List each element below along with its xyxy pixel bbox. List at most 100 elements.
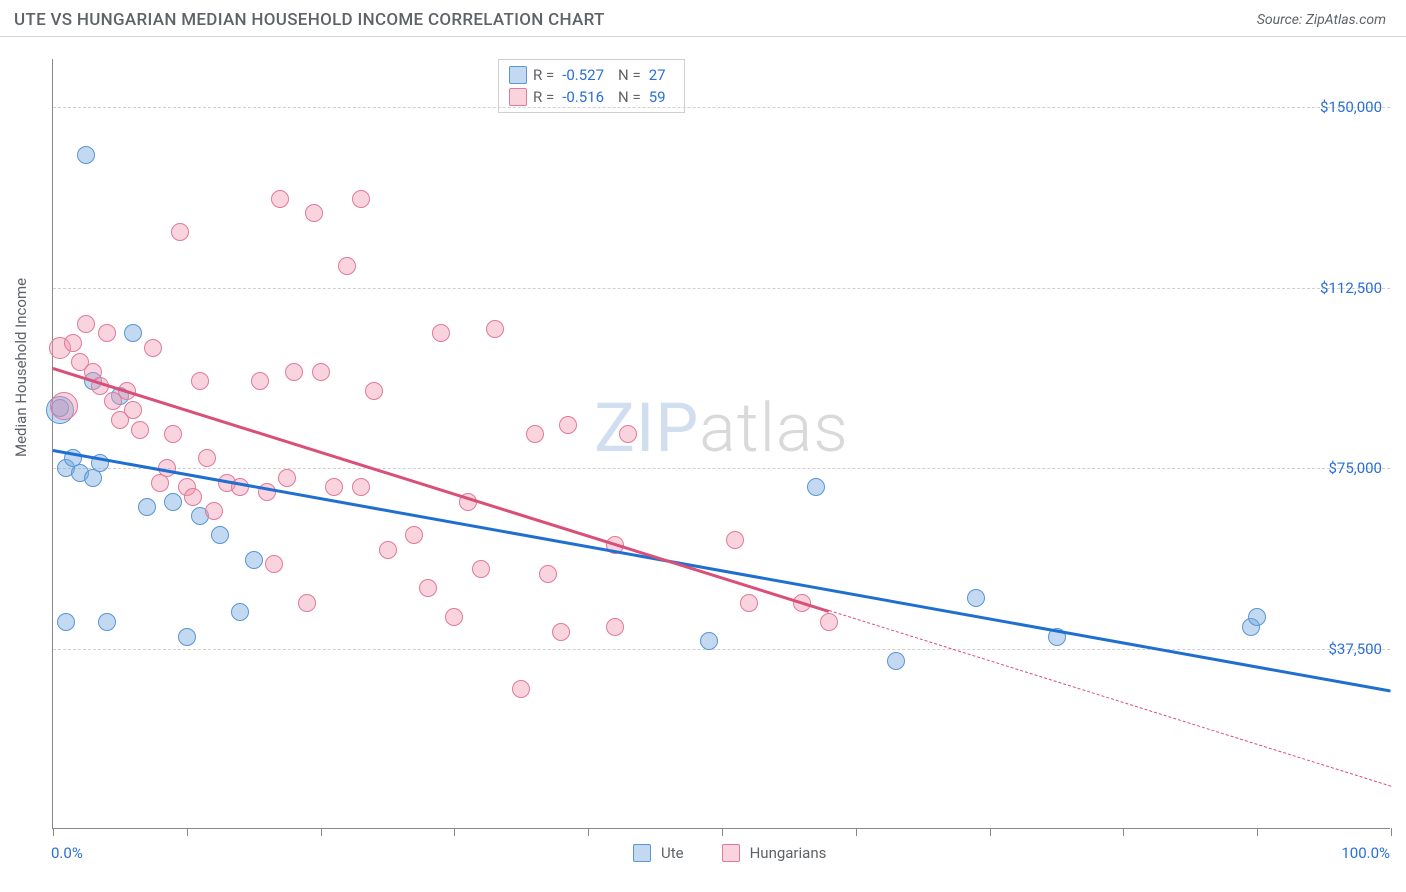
- data-point-hungarians: [472, 560, 490, 578]
- data-point-ute: [887, 652, 905, 670]
- data-point-hungarians: [419, 579, 437, 597]
- data-point-hungarians: [50, 392, 78, 420]
- stat-N-label: N =: [618, 66, 641, 84]
- data-point-ute: [164, 493, 182, 511]
- data-point-hungarians: [305, 204, 323, 222]
- chart-title: UTE VS HUNGARIAN MEDIAN HOUSEHOLD INCOME…: [14, 10, 605, 30]
- stat-hun-N: 59: [649, 88, 666, 106]
- stat-R-label: R =: [533, 88, 554, 106]
- data-point-hungarians: [124, 401, 142, 419]
- x-tick: [856, 828, 857, 836]
- data-point-ute: [231, 603, 249, 621]
- data-point-hungarians: [512, 680, 530, 698]
- gridline: [53, 288, 1390, 289]
- gridline: [53, 649, 1390, 650]
- chart-source: Source: ZipAtlas.com: [1257, 12, 1386, 28]
- watermark-atlas: atlas: [699, 388, 849, 468]
- y-tick-label: $112,500: [1320, 279, 1382, 297]
- data-point-hungarians: [251, 372, 269, 390]
- legend-swatch-hungarians: [722, 844, 740, 862]
- data-point-ute: [57, 613, 75, 631]
- data-point-hungarians: [405, 526, 423, 544]
- data-point-hungarians: [325, 478, 343, 496]
- source-prefix: Source:: [1257, 12, 1306, 28]
- x-tick: [722, 828, 723, 836]
- data-point-ute: [98, 613, 116, 631]
- stat-R-label: R =: [533, 66, 554, 84]
- data-point-hungarians: [820, 613, 838, 631]
- data-point-ute: [967, 589, 985, 607]
- x-tick: [321, 828, 322, 836]
- x-tick: [990, 828, 991, 836]
- data-point-hungarians: [445, 608, 463, 626]
- data-point-ute: [700, 632, 718, 650]
- plot-area: ZIPatlas R = -0.527 N = 27 R = -0.516 N …: [52, 59, 1390, 829]
- x-tick: [53, 828, 54, 836]
- data-point-hungarians: [526, 425, 544, 443]
- stat-N-label: N =: [618, 88, 641, 106]
- data-point-hungarians: [740, 594, 758, 612]
- y-axis-label: Median Household Income: [12, 278, 30, 457]
- data-point-hungarians: [77, 315, 95, 333]
- data-point-hungarians: [312, 363, 330, 381]
- x-tick: [454, 828, 455, 836]
- data-point-hungarians: [205, 502, 223, 520]
- data-point-hungarians: [198, 449, 216, 467]
- legend-label-ute: Ute: [661, 844, 684, 862]
- data-point-hungarians: [338, 257, 356, 275]
- data-point-hungarians: [164, 425, 182, 443]
- data-point-ute: [1248, 608, 1266, 626]
- data-point-hungarians: [64, 334, 82, 352]
- stat-row-hungarians: R = -0.516 N = 59: [509, 86, 674, 108]
- watermark-zip: ZIP: [594, 388, 699, 468]
- data-point-hungarians: [606, 618, 624, 636]
- legend: Ute Hungarians: [633, 844, 826, 862]
- swatch-ute: [509, 66, 527, 84]
- data-point-hungarians: [559, 416, 577, 434]
- x-tick: [1123, 828, 1124, 836]
- data-point-hungarians: [184, 488, 202, 506]
- correlation-stat-box: R = -0.527 N = 27 R = -0.516 N = 59: [498, 59, 685, 113]
- data-point-hungarians: [432, 324, 450, 342]
- swatch-hungarians: [509, 88, 527, 106]
- trend-line-hungarians: [53, 367, 830, 612]
- y-tick-label: $37,500: [1328, 640, 1382, 658]
- stat-row-ute: R = -0.527 N = 27: [509, 64, 674, 86]
- y-tick-label: $75,000: [1328, 459, 1382, 477]
- data-point-hungarians: [98, 324, 116, 342]
- gridline: [53, 468, 1390, 469]
- data-point-hungarians: [726, 531, 744, 549]
- stat-ute-N: 27: [649, 66, 666, 84]
- data-point-hungarians: [265, 555, 283, 573]
- data-point-hungarians: [131, 421, 149, 439]
- data-point-ute: [77, 146, 95, 164]
- chart-container: Median Household Income ZIPatlas R = -0.…: [0, 37, 1406, 887]
- chart-header: UTE VS HUNGARIAN MEDIAN HOUSEHOLD INCOME…: [0, 0, 1406, 37]
- data-point-ute: [807, 478, 825, 496]
- data-point-ute: [178, 628, 196, 646]
- data-point-hungarians: [352, 478, 370, 496]
- source-name: ZipAtlas.com: [1306, 12, 1386, 28]
- legend-label-hungarians: Hungarians: [750, 844, 827, 862]
- data-point-hungarians: [486, 320, 504, 338]
- data-point-hungarians: [144, 339, 162, 357]
- data-point-ute: [211, 526, 229, 544]
- data-point-hungarians: [379, 541, 397, 559]
- x-tick: [1257, 828, 1258, 836]
- x-max-label: 100.0%: [1341, 844, 1390, 862]
- stat-ute-R: -0.527: [562, 66, 604, 84]
- data-point-hungarians: [352, 190, 370, 208]
- data-point-hungarians: [278, 469, 296, 487]
- trend-line-ute: [53, 449, 1391, 692]
- data-point-hungarians: [171, 223, 189, 241]
- data-point-ute: [245, 551, 263, 569]
- x-tick: [187, 828, 188, 836]
- y-tick-label: $150,000: [1320, 98, 1382, 116]
- x-tick: [1391, 828, 1392, 836]
- gridline: [53, 107, 1390, 108]
- data-point-hungarians: [285, 363, 303, 381]
- data-point-hungarians: [552, 623, 570, 641]
- x-tick: [588, 828, 589, 836]
- data-point-hungarians: [191, 372, 209, 390]
- x-min-label: 0.0%: [51, 844, 83, 862]
